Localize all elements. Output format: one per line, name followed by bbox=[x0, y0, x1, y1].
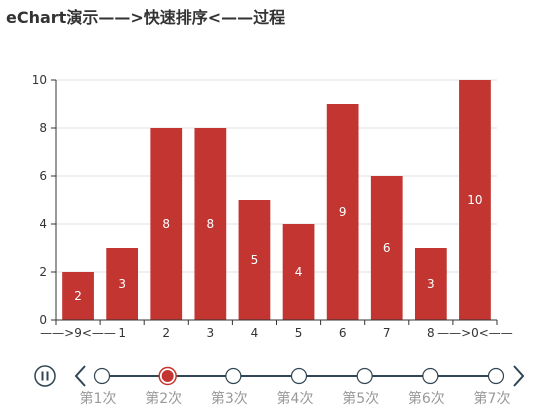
timeline-label[interactable]: 第3次 bbox=[211, 390, 248, 407]
y-tick-label: 4 bbox=[39, 217, 47, 231]
timeline-node[interactable] bbox=[225, 367, 242, 385]
timeline: 第1次 第2次 第3次 第4次 第5次 第6次 第7次 bbox=[34, 365, 525, 407]
x-tick-label: 1 bbox=[118, 326, 126, 340]
grid-lines bbox=[56, 79, 497, 273]
x-tick-label: ——>0<—— bbox=[437, 326, 513, 340]
bar-data-label: 5 bbox=[251, 253, 259, 267]
bar bbox=[326, 104, 359, 320]
chevron-left-icon[interactable] bbox=[74, 365, 86, 387]
timeline-label[interactable]: 第7次 bbox=[474, 390, 511, 407]
x-tick-label: 8 bbox=[427, 326, 435, 340]
bar bbox=[150, 128, 183, 320]
bar bbox=[282, 224, 315, 320]
bar-data-label: 3 bbox=[427, 277, 435, 291]
timeline-label[interactable]: 第5次 bbox=[342, 390, 379, 407]
bar-data-label: 8 bbox=[207, 217, 215, 231]
bar bbox=[414, 248, 447, 320]
timeline-node[interactable] bbox=[422, 367, 439, 385]
timeline-label[interactable]: 第4次 bbox=[277, 390, 314, 407]
y-tick-label: 0 bbox=[39, 313, 47, 327]
bar bbox=[238, 200, 271, 320]
timeline-pause-button[interactable] bbox=[34, 365, 56, 387]
x-tick-label: 7 bbox=[383, 326, 391, 340]
x-tick-label: 5 bbox=[295, 326, 303, 340]
bar bbox=[62, 272, 94, 320]
bar-data-label: 9 bbox=[339, 205, 347, 219]
x-tick-label: 3 bbox=[207, 326, 215, 340]
timeline-node[interactable] bbox=[290, 367, 308, 385]
bar-data-label: 4 bbox=[295, 265, 303, 279]
chart-title: eChart演示——>快速排序<——过程 bbox=[6, 8, 286, 27]
bar bbox=[370, 176, 403, 320]
bar-data-label: 10 bbox=[467, 193, 482, 207]
timeline-label[interactable]: 第6次 bbox=[408, 390, 445, 407]
bar-data-label: 8 bbox=[162, 217, 170, 231]
x-tick-label: 4 bbox=[251, 326, 259, 340]
x-tick-label: 6 bbox=[339, 326, 347, 340]
pause-bar bbox=[41, 371, 44, 381]
timeline-node[interactable] bbox=[487, 367, 505, 385]
timeline-node[interactable] bbox=[356, 367, 373, 385]
y-tick-label: 10 bbox=[32, 73, 47, 87]
timeline-label[interactable]: 第1次 bbox=[80, 390, 117, 407]
pause-icon bbox=[34, 365, 56, 387]
bar-data-label: 2 bbox=[74, 289, 82, 303]
bar bbox=[194, 128, 227, 320]
bar-data-label: 3 bbox=[118, 277, 126, 291]
x-tick-label: 2 bbox=[162, 326, 170, 340]
timeline-label[interactable]: 第2次 bbox=[145, 390, 182, 407]
timeline-node[interactable] bbox=[93, 367, 111, 385]
pause-bar bbox=[46, 371, 49, 381]
bar bbox=[459, 80, 491, 320]
x-tick-label: ——>9<—— bbox=[40, 326, 116, 340]
y-tick-label: 6 bbox=[39, 169, 47, 183]
chevron-right-icon[interactable] bbox=[513, 365, 525, 387]
timeline-node-active-dot bbox=[161, 370, 174, 382]
y-tick-label: 8 bbox=[39, 121, 47, 135]
y-tick-label: 2 bbox=[39, 265, 47, 279]
bars: 2 3 8 8 5 4 9 6 3 10 bbox=[62, 80, 491, 320]
bar-data-label: 6 bbox=[383, 241, 391, 255]
bar bbox=[106, 248, 139, 320]
